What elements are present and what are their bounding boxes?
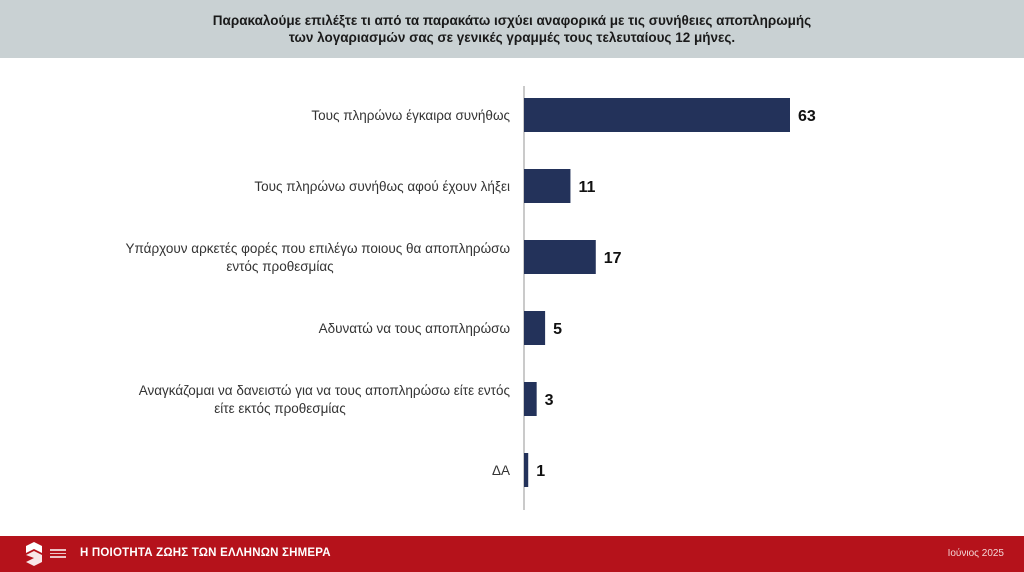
question-header: Παρακαλούμε επιλέξτε τι από τα παρακάτω … [0, 0, 1024, 58]
data-label: 1 [536, 463, 545, 480]
data-label: 3 [545, 392, 554, 409]
bar [524, 240, 596, 274]
category-label: Αδυνατώ να τους αποπληρώσω [319, 321, 510, 336]
data-label: 11 [578, 179, 595, 196]
category-label: είτε εκτός προθεσμίας [214, 401, 346, 416]
footer-bar: Η ΠΟΙΟΤΗΤΑ ΖΩΗΣ ΤΩΝ ΕΛΛΗΝΩΝ ΣΗΜΕΡΑ Ιούνι… [0, 536, 1024, 572]
bar [524, 98, 790, 132]
category-label: Αναγκάζομαι να δανειστώ για να τους αποπ… [139, 383, 511, 398]
bar [524, 169, 571, 203]
category-label: Υπάρχουν αρκετές φορές που επιλέγω ποιου… [126, 241, 510, 256]
bar [524, 311, 546, 345]
question-line-1: Παρακαλούμε επιλέξτε τι από τα παρακάτω … [212, 13, 812, 28]
footer-title: Η ΠΟΙΟΤΗΤΑ ΖΩΗΣ ΤΩΝ ΕΛΛΗΝΩΝ ΣΗΜΕΡΑ [80, 547, 331, 559]
brand-wordmark [50, 549, 66, 560]
category-label: εντός προθεσμίας [226, 259, 334, 274]
bar [524, 382, 537, 416]
bar-chart: 63 Τους πληρώνω έγκαιρα συνήθως 11 Τους πλη… [126, 86, 816, 510]
category-label: Τους πληρώνω έγκαιρα συνήθως [311, 108, 510, 123]
category-label: Τους πληρώνω συνήθως αφού έχουν λήξει [254, 179, 510, 194]
data-label: 17 [604, 250, 622, 267]
brand-logo-icon [26, 542, 42, 566]
question-line-2: των λογαριασμών σας σε γενικές γραμμές τ… [288, 30, 736, 45]
bar [524, 453, 529, 487]
category-label: ΔΑ [492, 463, 510, 478]
data-label: 5 [553, 321, 562, 338]
data-label: 63 [798, 108, 816, 125]
footer-date: Ιούνιος 2025 [947, 548, 1004, 559]
